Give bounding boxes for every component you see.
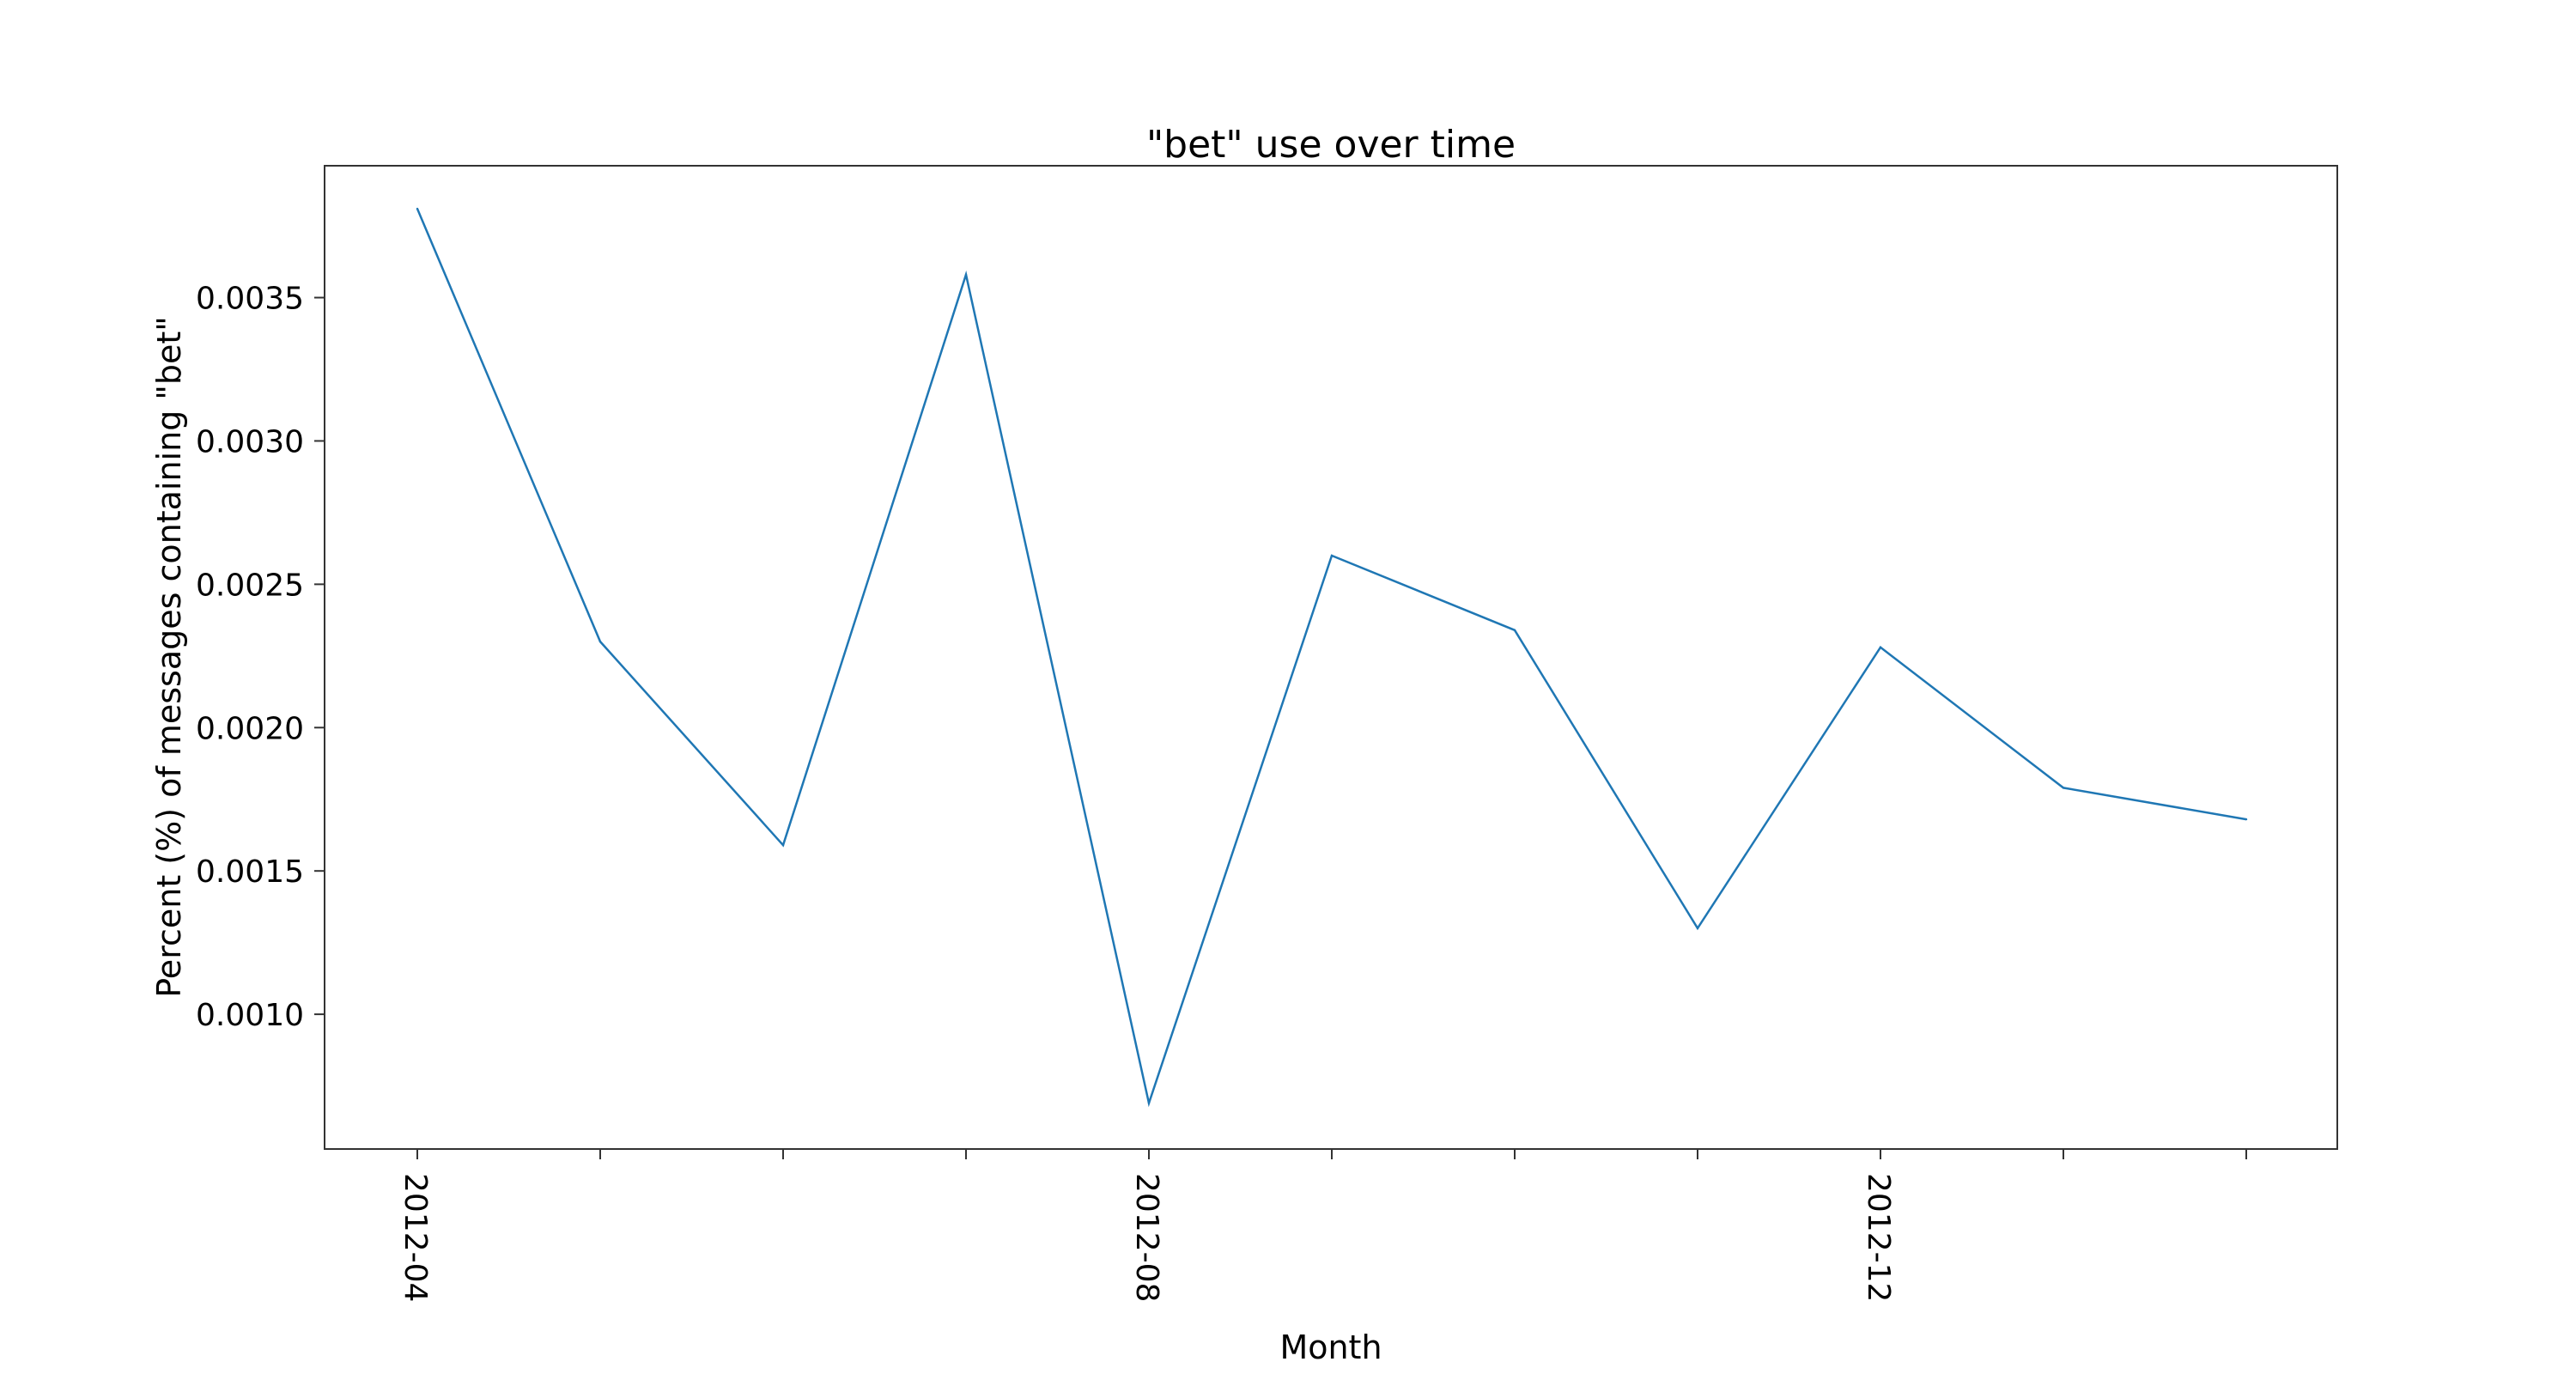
- y-tick-label: 0.0025: [196, 568, 304, 603]
- chart-title: "bet" use over time: [1146, 123, 1516, 167]
- y-axis: 0.0010 0.0015 0.0020 0.0025 0.0030 0.0035: [196, 282, 325, 1033]
- x-tick-label: 2012-12: [1861, 1173, 1896, 1302]
- x-tick-label: 2012-04: [398, 1173, 433, 1302]
- data-point: [1696, 927, 1699, 930]
- y-tick-label: 0.0015: [196, 854, 304, 890]
- plot-area-frame: [324, 165, 2338, 1150]
- data-point: [964, 273, 968, 277]
- data-point: [1147, 1102, 1151, 1104]
- y-tick-label: 0.0035: [196, 282, 304, 317]
- data-point: [416, 207, 419, 210]
- data-point: [1879, 646, 1882, 649]
- x-tick-label: 2012-08: [1129, 1173, 1164, 1302]
- data-point: [598, 640, 602, 643]
- x-axis-label: Month: [1279, 1328, 1382, 1366]
- data-point: [1513, 629, 1516, 631]
- x-axis: 2012-04 2012-08 2012-12: [398, 1149, 2247, 1302]
- data-point: [781, 843, 785, 847]
- data-point: [1330, 554, 1334, 557]
- data-point: [2245, 818, 2248, 821]
- y-tick-label: 0.0010: [196, 998, 304, 1033]
- data-point: [2062, 787, 2065, 789]
- series-layer: [416, 207, 2248, 1108]
- series-line: [416, 208, 2247, 1108]
- y-axis-label: Percent (%) of messages containing "bet": [150, 316, 188, 998]
- y-tick-label: 0.0020: [196, 711, 304, 746]
- y-tick-label: 0.0030: [196, 424, 304, 459]
